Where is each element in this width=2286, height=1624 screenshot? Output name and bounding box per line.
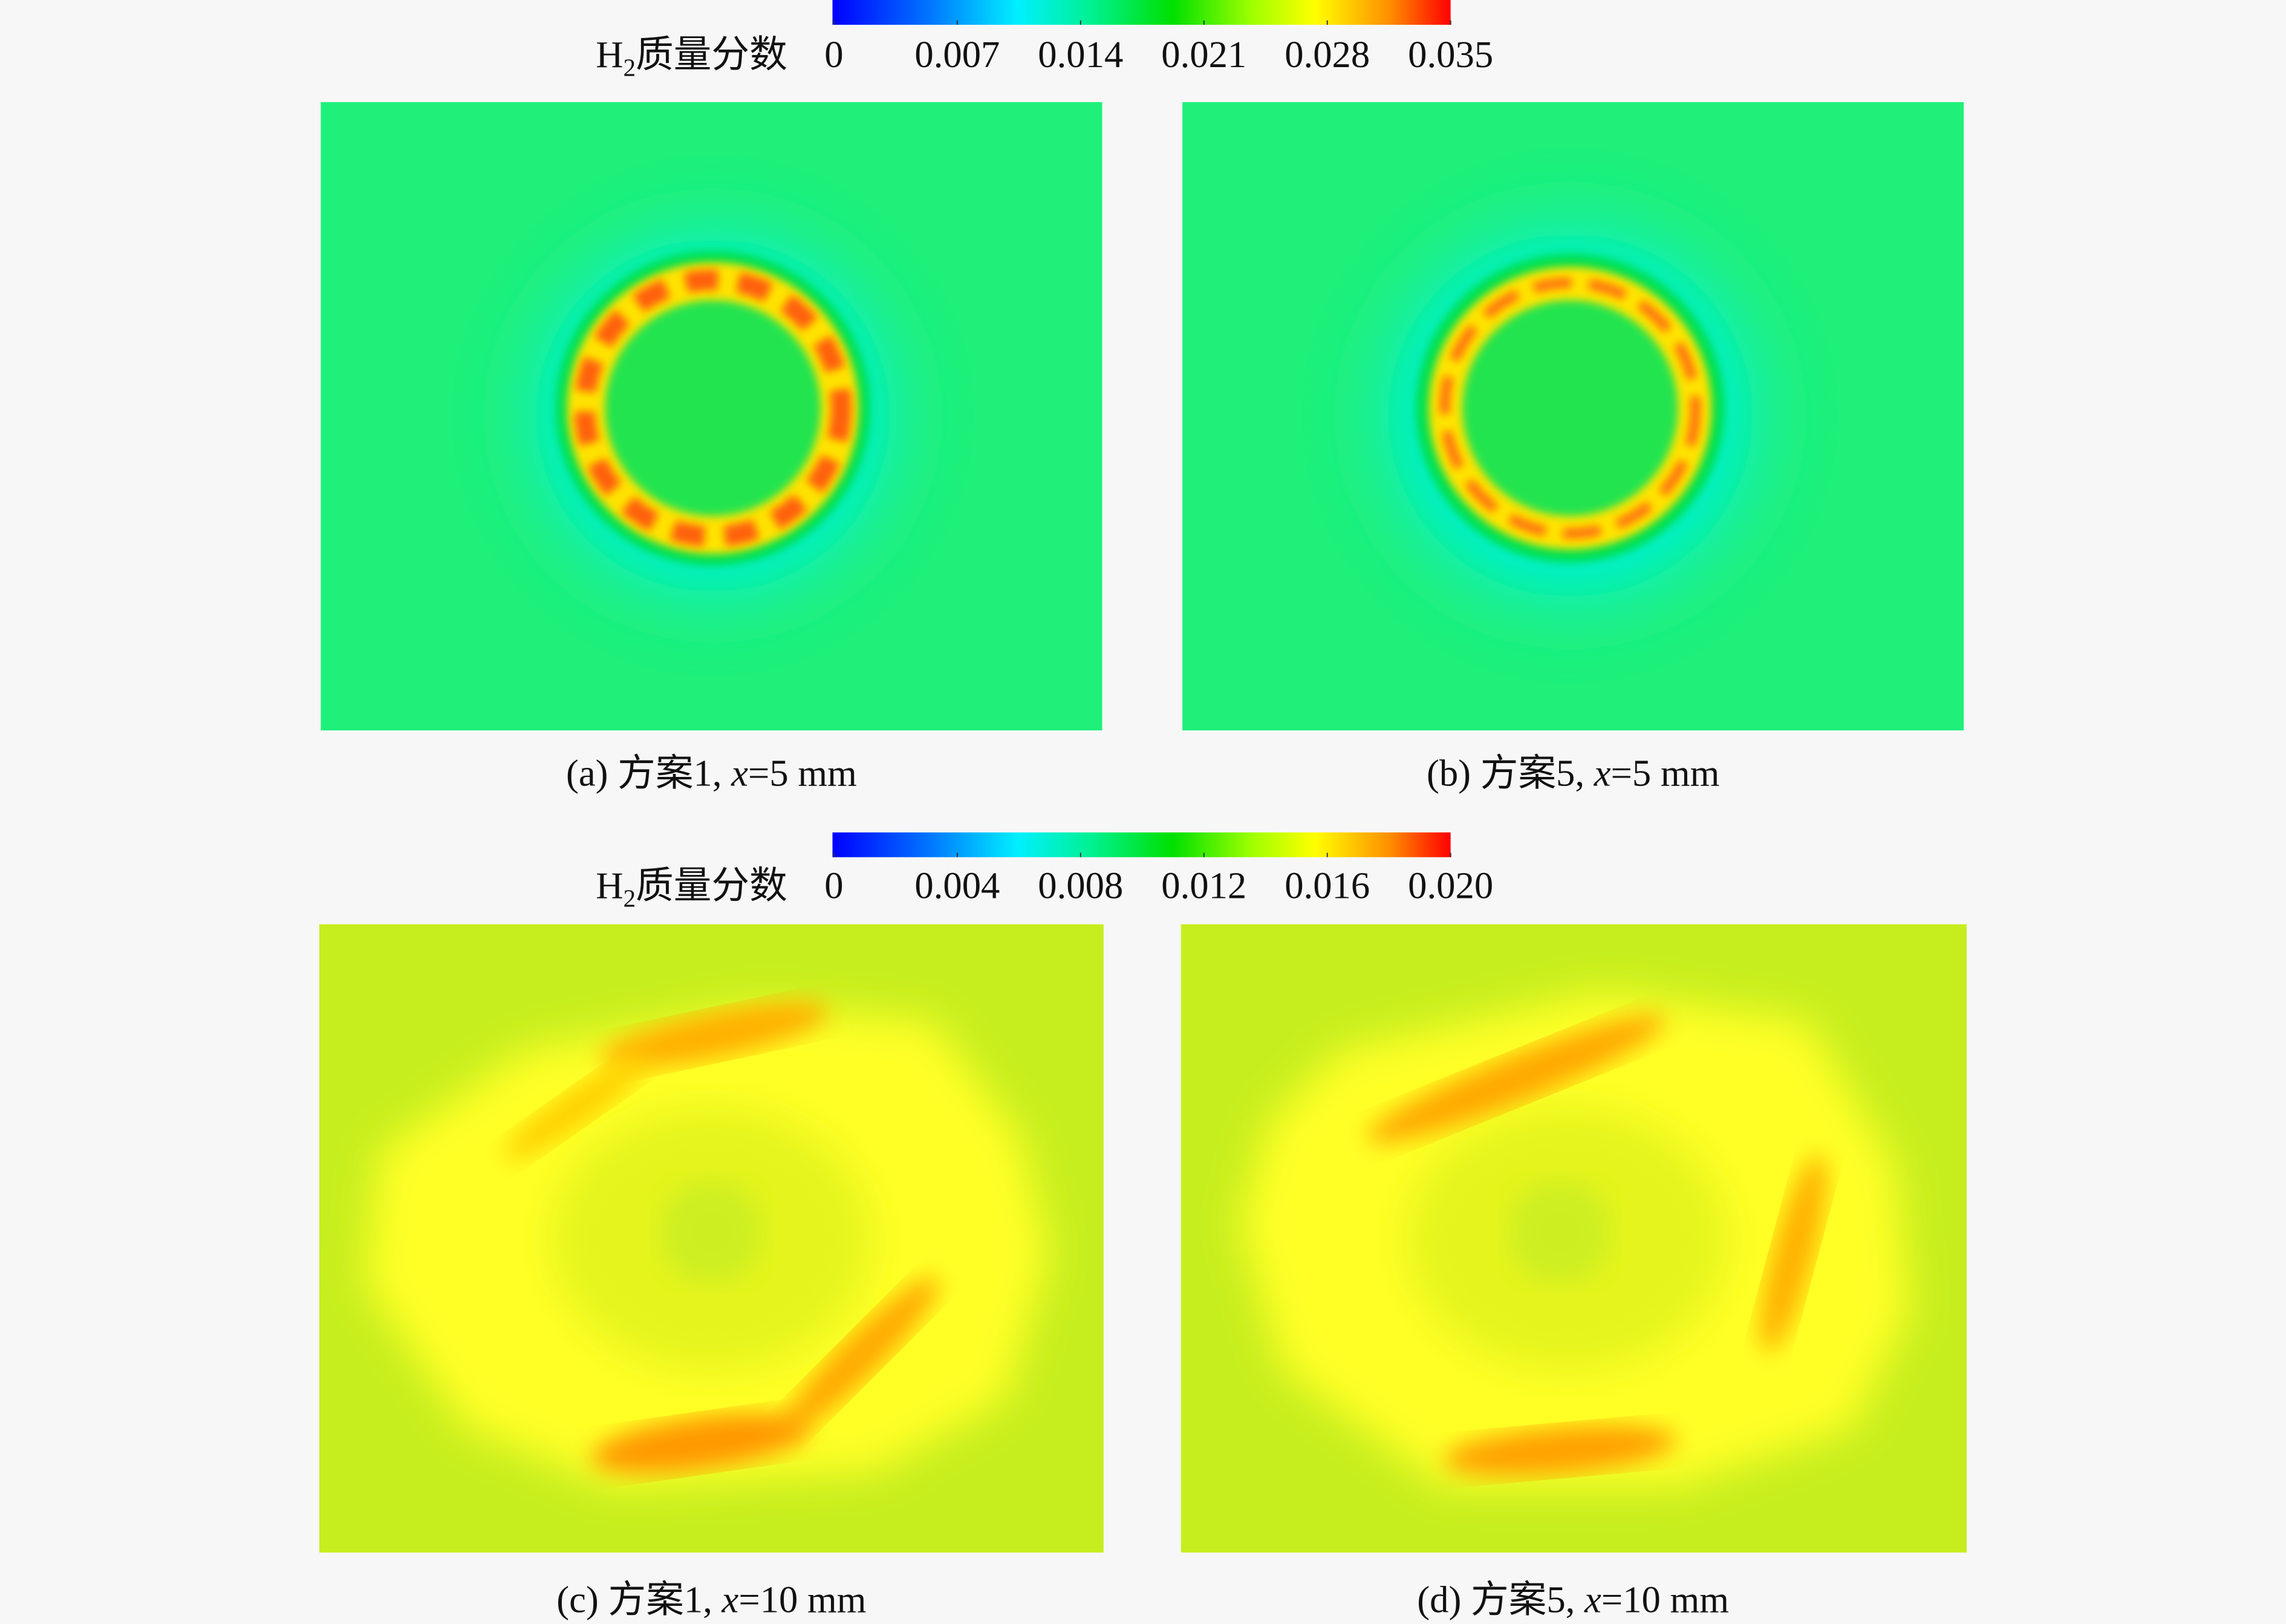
label-text: 质量分数: [636, 33, 787, 76]
caption-var: x: [731, 752, 748, 794]
colorbar-tick-label: 0: [824, 864, 843, 906]
caption-prefix: (c) 方案1,: [556, 1579, 721, 1621]
colorbar-tick-label: 0.004: [914, 864, 1000, 906]
caption-suffix: =10 mm: [738, 1579, 866, 1621]
colorbar-tick-label: 0: [824, 33, 843, 76]
colorbar-tick-label: 0.007: [914, 33, 1000, 76]
caption-suffix: =10 mm: [1601, 1579, 1729, 1621]
field-panel: [321, 102, 1102, 730]
colorbar: [832, 0, 1451, 25]
panel-caption: (c) 方案1, x=10 mm: [556, 1579, 866, 1621]
colorbar-tick-label: 0.028: [1285, 33, 1370, 76]
label-text: 质量分数: [636, 864, 787, 906]
colorbar-tick-label: 0.020: [1408, 864, 1493, 906]
colorbar-tick-label: 0.012: [1161, 864, 1246, 906]
label-base: H: [596, 33, 623, 76]
colorbar-tick-label: 0.035: [1408, 33, 1493, 76]
colorbar-tick-label: 0.016: [1285, 864, 1370, 906]
caption-var: x: [1584, 1579, 1601, 1621]
panel-caption: (d) 方案5, x=10 mm: [1417, 1579, 1729, 1621]
colorbar: [832, 832, 1451, 857]
caption-var: x: [1594, 752, 1611, 794]
panel-caption: (b) 方案5, x=5 mm: [1427, 752, 1719, 794]
label-base: H: [596, 864, 623, 906]
caption-prefix: (a) 方案1,: [566, 752, 731, 794]
colorbar-tick-label: 0.014: [1038, 33, 1123, 76]
colorbar-label: H2质量分数: [596, 33, 787, 81]
label-sub: 2: [624, 53, 636, 81]
colorbar-tick-label: 0.008: [1038, 864, 1123, 906]
field-panel: [319, 924, 1104, 1553]
caption-suffix: =5 mm: [1611, 752, 1720, 794]
colorbar-label: H2质量分数: [596, 864, 787, 912]
field-panel: [1182, 102, 1964, 730]
caption-prefix: (b) 方案5,: [1427, 752, 1594, 794]
colorbar-tick-label: 0.021: [1161, 33, 1246, 76]
panel-caption: (a) 方案1, x=5 mm: [566, 752, 857, 794]
caption-var: x: [721, 1579, 739, 1621]
label-sub: 2: [624, 885, 636, 912]
caption-prefix: (d) 方案5,: [1417, 1579, 1584, 1621]
field-panel: [1180, 924, 1967, 1553]
caption-suffix: =5 mm: [748, 752, 857, 794]
